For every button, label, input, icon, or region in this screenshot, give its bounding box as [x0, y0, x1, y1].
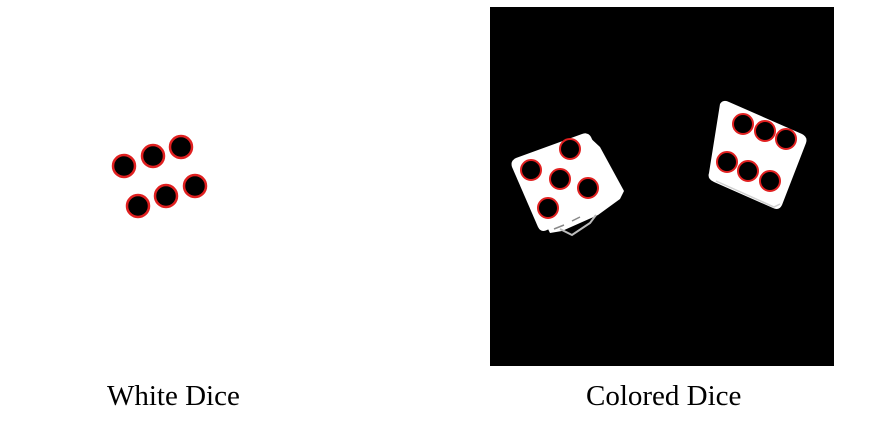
die-five [511, 133, 624, 237]
pip [775, 128, 797, 150]
colored-dice-caption: Colored Dice [586, 380, 742, 412]
pip [125, 193, 151, 219]
pip [732, 113, 754, 135]
white-dice-image [111, 134, 208, 219]
pip [737, 160, 759, 182]
colored-dice-panel [490, 7, 834, 366]
pip [754, 120, 776, 142]
pip [520, 159, 542, 181]
pip [716, 151, 738, 173]
pip [168, 134, 194, 160]
pip [182, 173, 208, 199]
white-dice-caption: White Dice [107, 380, 240, 412]
pip [549, 168, 571, 190]
pip [577, 177, 599, 199]
pip [140, 143, 166, 169]
pip [759, 170, 781, 192]
pip [537, 197, 559, 219]
white-dice-panel [0, 0, 380, 370]
colored-dice-image [511, 100, 807, 237]
die-six [708, 100, 807, 209]
pip [153, 183, 179, 209]
pip [111, 153, 137, 179]
pip [559, 138, 581, 160]
